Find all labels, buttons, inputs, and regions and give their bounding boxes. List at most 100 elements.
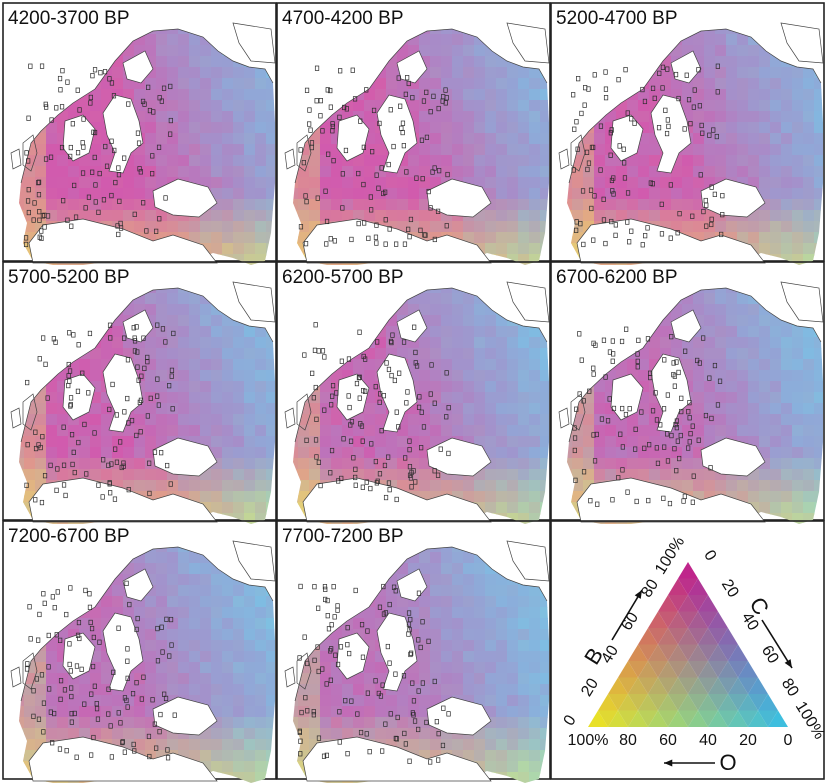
raster-cell: [46, 188, 58, 200]
water-body: [122, 50, 154, 84]
raster-cell: [770, 56, 782, 68]
raster-cell: [737, 491, 749, 503]
raster-cell: [331, 574, 343, 586]
raster-cell: [46, 359, 58, 371]
raster-cell: [638, 100, 650, 112]
raster-cell: [57, 695, 69, 707]
site-marker: [665, 66, 670, 72]
raster-cell: [682, 188, 694, 200]
raster-cell: [386, 199, 398, 211]
raster-cell: [57, 370, 69, 382]
raster-cell: [660, 56, 672, 68]
raster-cell: [342, 34, 354, 46]
raster-cell: [814, 359, 823, 371]
site-marker: [383, 241, 388, 247]
raster-cell: [266, 436, 275, 448]
raster-cell: [572, 199, 584, 211]
raster-cell: [266, 370, 275, 382]
raster-cell: [551, 89, 563, 101]
site-marker: [374, 172, 379, 178]
raster-cell: [298, 89, 310, 101]
raster-cell: [293, 56, 299, 68]
raster-cell: [167, 359, 179, 371]
raster-cell: [814, 78, 823, 90]
raster-cell: [759, 469, 771, 481]
site-markers: [23, 63, 173, 248]
raster-cell: [364, 458, 376, 470]
raster-cell: [463, 359, 475, 371]
raster-cell: [233, 414, 245, 426]
site-marker: [591, 340, 596, 346]
raster-cell: [331, 166, 343, 178]
raster-cell: [529, 436, 541, 448]
raster-cell: [737, 232, 749, 244]
raster-cell: [178, 381, 190, 393]
raster-cell: [704, 524, 716, 536]
site-marker: [674, 359, 679, 365]
raster-cell: [704, 67, 716, 79]
raster-cell: [474, 144, 486, 156]
raster-cell: [298, 210, 310, 222]
raster-cell: [222, 144, 234, 156]
raster-cell: [244, 458, 256, 470]
raster-cell: [638, 67, 650, 79]
raster-cell: [803, 326, 815, 338]
raster-cell: [770, 502, 782, 514]
site-marker: [682, 493, 687, 499]
raster-cell: [35, 706, 47, 718]
raster-cell: [293, 326, 299, 338]
site-marker: [84, 471, 89, 477]
raster-cell: [244, 596, 256, 608]
raster-cell: [814, 177, 823, 189]
raster-cell: [211, 706, 223, 718]
raster-cell: [364, 210, 376, 222]
raster-cell: [408, 425, 420, 437]
site-marker: [703, 412, 709, 419]
raster-cell: [112, 563, 124, 575]
site-marker: [625, 219, 630, 225]
raster-cell: [485, 265, 497, 277]
raster-cell: [770, 166, 782, 178]
raster-cell: [112, 315, 124, 327]
raster-cell: [825, 89, 829, 101]
raster-cell: [792, 436, 804, 448]
raster-cell: [759, 89, 771, 101]
raster-cell: [737, 111, 749, 123]
raster-cell: [375, 166, 387, 178]
raster-cell: [24, 89, 36, 101]
raster-cell: [145, 304, 157, 316]
raster-cell: [145, 607, 157, 619]
raster-cell: [561, 524, 573, 536]
site-marker: [672, 446, 677, 452]
raster-cell: [463, 111, 475, 123]
raster-cell: [474, 78, 486, 90]
raster-cell: [594, 425, 606, 437]
raster-cell: [24, 436, 36, 448]
site-marker: [96, 209, 101, 215]
raster-cell: [178, 348, 190, 360]
site-marker: [354, 380, 360, 387]
raster-cell: [255, 480, 267, 492]
raster-cell: [441, 337, 453, 349]
raster-cell: [35, 458, 47, 470]
raster-cell: [277, 491, 289, 503]
raster-cell: [364, 348, 376, 360]
raster-cell: [452, 166, 464, 178]
raster-cell: [441, 348, 453, 360]
raster-cell: [266, 78, 275, 90]
raster-cell: [57, 293, 69, 305]
raster-cell: [178, 111, 190, 123]
raster-cell: [496, 210, 508, 222]
raster-cell: [671, 436, 683, 448]
raster-cell: [68, 199, 80, 211]
raster-cell: [419, 122, 431, 134]
raster-cell: [298, 122, 310, 134]
raster-cell: [529, 513, 541, 524]
site-marker: [381, 393, 386, 399]
raster-cell: [123, 78, 135, 90]
raster-cell: [200, 574, 212, 586]
site-marker: [642, 445, 647, 451]
raster-cell: [567, 232, 573, 244]
raster-cell: [19, 337, 25, 349]
water-body: [232, 540, 276, 582]
